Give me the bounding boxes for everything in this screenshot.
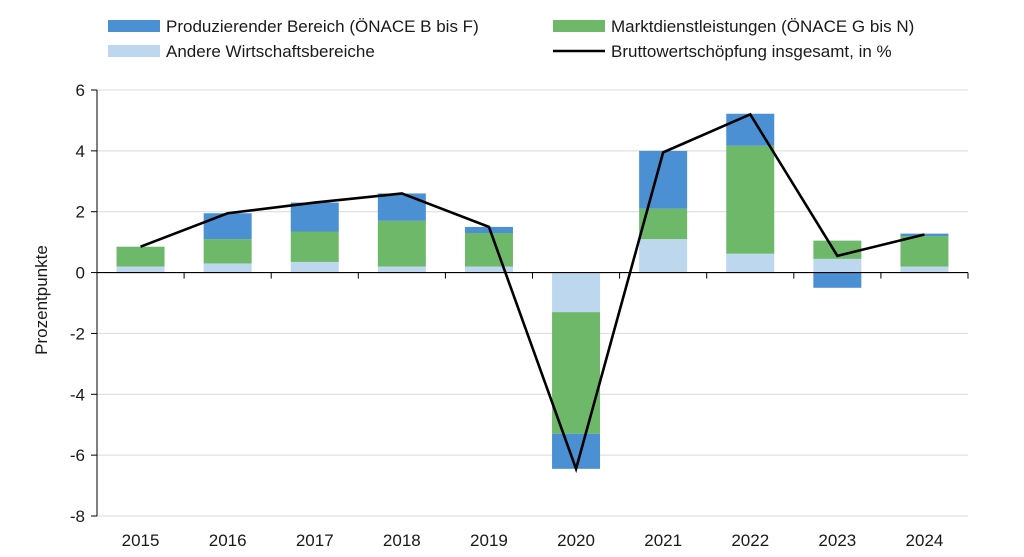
x-tick-label: 2015: [122, 531, 160, 550]
bar-segment: [116, 266, 165, 273]
x-tick-label: 2024: [906, 531, 944, 550]
bar-segment: [552, 312, 601, 434]
bar-segment: [552, 272, 601, 313]
x-tick-label: 2017: [296, 531, 334, 550]
bar-segment: [377, 193, 426, 221]
bars: [116, 113, 949, 469]
bar-segment: [464, 266, 513, 273]
legend-swatch: [553, 20, 605, 32]
total-line-layer: [140, 112, 925, 474]
legend-label: Produzierender Bereich (ÖNACE B bis F): [166, 17, 479, 36]
x-tick-label: 2022: [731, 531, 769, 550]
legend-label: Marktdienstleistungen (ÖNACE G bis N): [611, 17, 914, 36]
bar-segment: [203, 263, 252, 273]
bar-segment: [290, 231, 339, 262]
legend-label: Bruttowertschöpfung insgesamt, in %: [611, 42, 892, 61]
gridlines: [97, 89, 968, 517]
bar-segment: [552, 433, 601, 469]
y-tick-label: -4: [70, 385, 85, 404]
y-tick-label: 0: [76, 264, 85, 283]
y-tick-label: 6: [76, 81, 85, 100]
y-tick-label: -2: [70, 324, 85, 343]
bar-segment: [639, 150, 688, 209]
bar-segment: [813, 258, 862, 273]
x-tick-label: 2021: [644, 531, 682, 550]
bar-segment: [639, 239, 688, 273]
legend-swatch: [108, 20, 160, 32]
bar-segment: [726, 253, 775, 273]
legend-swatch: [108, 45, 160, 57]
x-tick-label: 2023: [818, 531, 856, 550]
legend: Produzierender Bereich (ÖNACE B bis F) Ma…: [108, 17, 914, 61]
y-tick-label: 2: [76, 203, 85, 222]
legend-label: Andere Wirtschaftsbereiche: [166, 42, 375, 61]
x-tick-label: 2019: [470, 531, 508, 550]
total-line: [140, 112, 925, 474]
y-tick-label: -8: [70, 507, 85, 526]
x-tick-label: 2016: [209, 531, 247, 550]
x-tick-label: 2018: [383, 531, 421, 550]
bar-segment: [203, 239, 252, 264]
bar-segment: [813, 240, 862, 259]
bar-segment: [900, 236, 949, 267]
axes: 6 4 2 0 -2 -4 -6 -8 2015 2016 2017 2018 2019 2020 2021…: [70, 81, 969, 550]
y-axis-title: Prozentpunkte: [32, 245, 51, 355]
bar-segment: [203, 213, 252, 240]
bar-segment: [726, 145, 775, 254]
bar-segment: [116, 246, 165, 267]
bar-segment: [377, 220, 426, 267]
bar-segment: [290, 202, 339, 232]
bar-segment: [290, 261, 339, 273]
bar-segment: [813, 272, 862, 288]
bar-segment: [377, 266, 426, 273]
bar-segment: [464, 233, 513, 267]
x-tick-label: 2020: [557, 531, 595, 550]
bar-segment: [900, 266, 949, 273]
y-tick-label: -6: [70, 446, 85, 465]
y-tick-label: 4: [76, 142, 85, 161]
